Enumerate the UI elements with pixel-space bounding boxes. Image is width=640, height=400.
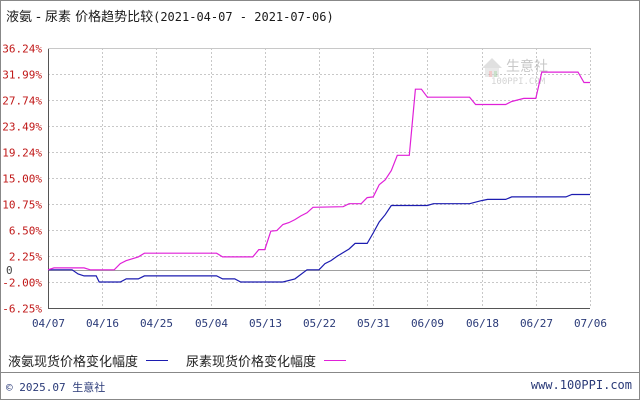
x-tick-label: 06/09 (411, 317, 444, 330)
footer-site-link[interactable]: www.100PPI.com (530, 378, 632, 392)
series-group (47, 71, 590, 283)
series-line-urea (47, 71, 590, 271)
footer-copyright: © 2025.07 生意社 (6, 381, 106, 394)
x-tick-label: 04/07 (32, 317, 65, 330)
chart-title: 液氨 - 尿素 价格趋势比较(2021-04-07 - 2021-07-06) (6, 6, 334, 25)
axes (48, 48, 590, 309)
y-tick-label: 19.24% (2, 147, 42, 160)
chart-title-range: (2021-04-07 - 2021-07-06) (153, 10, 334, 24)
y-zero-label: 0 (6, 264, 13, 277)
y-tick-label: 27.74% (2, 95, 42, 108)
house-icon (482, 58, 502, 77)
y-tick-label: -2.00% (2, 277, 42, 290)
grid (48, 48, 591, 309)
chart-title-main: 液氨 - 尿素 价格趋势比较 (6, 10, 154, 25)
watermark-logo: 生意社 100PPI.COM (482, 58, 548, 87)
x-tick-label: 06/18 (466, 317, 499, 330)
x-tick-label: 04/25 (140, 317, 173, 330)
y-tick-label: 31.99% (2, 69, 42, 82)
watermark-url: 100PPI.COM (491, 77, 546, 87)
legend-label-urea: 尿素现货价格变化幅度 (186, 355, 317, 370)
x-tick-label: 05/31 (357, 317, 390, 330)
legend-line-urea (324, 360, 347, 361)
y-tick-label: 2.25% (9, 251, 42, 264)
x-tick-label: 05/22 (303, 317, 336, 330)
legend-line-ammonia (146, 360, 169, 361)
y-tick-label: 10.75% (2, 199, 42, 212)
y-tick-label: 15.00% (2, 173, 42, 186)
x-tick-label: 07/06 (574, 317, 607, 330)
x-axis-labels: 04/07 04/16 04/25 05/04 05/13 05/22 05/31 06/09… (32, 317, 607, 330)
y-tick-label: 6.50% (9, 225, 42, 238)
legend-label-ammonia: 液氨现货价格变化幅度 (8, 355, 139, 370)
watermark-name: 生意社 (506, 58, 548, 75)
y-tick-label: -6.25% (2, 303, 42, 316)
y-axis-labels: 36.24% 31.99% 27.74% 23.49% 19.24% 15.00% 10.7… (2, 43, 42, 316)
x-tick-label: 06/27 (520, 317, 553, 330)
x-tick-label: 05/13 (249, 317, 282, 330)
x-tick-label: 04/16 (86, 317, 119, 330)
y-tick-label: 36.24% (2, 43, 42, 56)
y-tick-label: 23.49% (2, 121, 42, 134)
series-line-ammonia (48, 193, 590, 283)
x-tick-label: 05/04 (195, 317, 228, 330)
legend: 液氨现货价格变化幅度 尿素现货价格变化幅度 (8, 351, 364, 370)
